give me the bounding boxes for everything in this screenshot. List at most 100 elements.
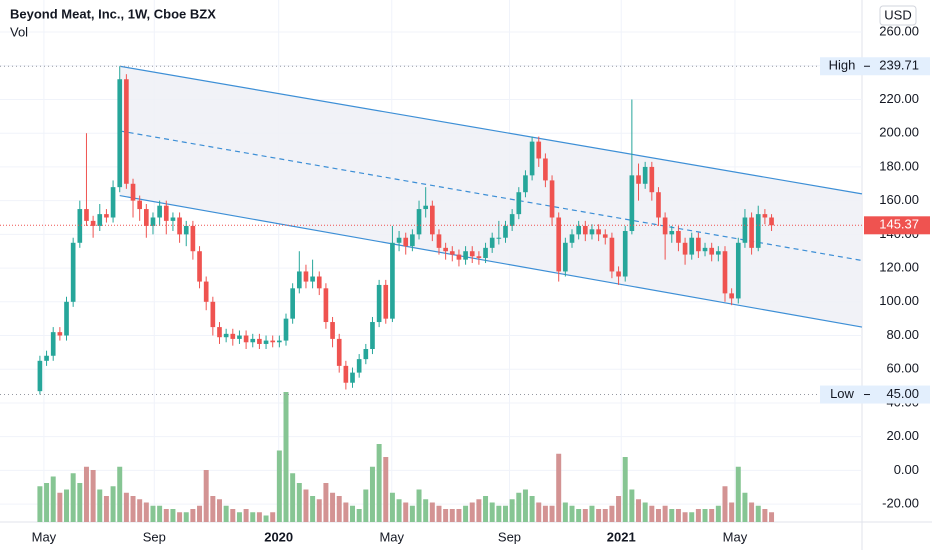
candle-body — [423, 205, 429, 210]
volume-bar — [702, 509, 708, 522]
volume-bar — [283, 392, 289, 522]
volume-bar — [669, 509, 675, 522]
channel-fill — [119, 66, 862, 328]
candle-body — [582, 225, 588, 235]
volume-bar — [536, 502, 542, 522]
volume-bar — [569, 505, 575, 522]
candle-body — [90, 220, 96, 226]
candle-body — [370, 322, 375, 350]
volume-bar — [256, 512, 262, 522]
volume-bar — [137, 499, 143, 522]
candle-body — [290, 288, 295, 319]
candle-body — [403, 237, 409, 247]
marker-label: High — [829, 58, 856, 73]
volume-bar — [57, 492, 63, 522]
volume-bar — [143, 502, 149, 522]
candle-body — [569, 234, 575, 243]
volume-bar — [270, 512, 276, 522]
volume-bar — [210, 496, 216, 522]
y-tick-label: 120.00 — [879, 260, 919, 275]
candle-body — [343, 365, 349, 383]
volume-bar — [157, 505, 163, 522]
candle-body — [509, 214, 515, 226]
candle-body — [64, 301, 69, 336]
candle-body — [257, 338, 262, 344]
volume-bar — [642, 502, 648, 522]
candle-body — [489, 237, 495, 248]
candle-body — [336, 338, 342, 366]
candle-body — [556, 217, 562, 272]
y-tick-label: 160.00 — [879, 192, 919, 207]
candle-body — [203, 281, 209, 302]
volume-bar — [769, 512, 775, 522]
volume-bar — [629, 489, 635, 522]
y-tick-label: 100.00 — [879, 293, 919, 308]
volume-bar — [369, 466, 375, 522]
volume-bar — [383, 457, 389, 522]
candle-body — [310, 276, 315, 282]
candle-body — [636, 175, 641, 184]
volume-bar — [97, 489, 103, 522]
candle-body — [177, 217, 182, 235]
volume-bar — [596, 509, 602, 522]
candle-body — [137, 200, 143, 210]
candle-body — [303, 271, 309, 282]
candle-body — [243, 335, 249, 343]
candle-body — [223, 333, 229, 338]
volume-bar — [735, 466, 741, 522]
candle-body — [217, 327, 222, 338]
last-price-box — [864, 216, 930, 235]
candle-body — [57, 332, 63, 336]
volume-bar — [409, 505, 415, 522]
volume-bar — [336, 496, 342, 522]
volume-bar — [197, 505, 203, 522]
volume-bar — [463, 505, 469, 522]
candle-body — [110, 187, 116, 218]
candle-body — [250, 338, 256, 343]
candle-body — [443, 247, 448, 252]
y-tick-label: 180.00 — [879, 158, 919, 173]
candle-body — [330, 322, 335, 339]
candle-body — [656, 192, 661, 218]
currency[interactable]: USD — [884, 7, 911, 22]
volume-bar — [749, 502, 755, 522]
volume-bar — [636, 499, 642, 522]
volume-bar — [64, 489, 70, 522]
candle-body — [237, 335, 242, 339]
chart-title: Beyond Meat, Inc., 1W, Cboe BZX — [10, 6, 216, 21]
candle-body — [410, 234, 415, 247]
candle-body — [709, 247, 715, 255]
volume-bar — [429, 502, 435, 522]
y-tick-label: 0.00 — [894, 462, 919, 477]
candle-body — [735, 242, 741, 299]
volume-bar — [556, 453, 562, 522]
candle-body — [749, 217, 754, 248]
volume-bar — [70, 473, 76, 522]
candle-body — [642, 166, 648, 184]
volume-bar — [316, 499, 322, 522]
volume-bar — [263, 515, 269, 522]
volume-bar — [250, 512, 256, 522]
volume-bar — [389, 492, 395, 522]
currency-box[interactable] — [879, 5, 917, 26]
candle-body — [669, 230, 675, 235]
candle-body — [350, 372, 355, 383]
candle-body — [323, 288, 329, 323]
y-tick-label: -20.00 — [882, 496, 919, 511]
candle-body — [589, 229, 595, 235]
candle-body — [576, 225, 581, 235]
candle-body — [183, 225, 189, 235]
volume-bar — [516, 492, 522, 522]
candle-body — [97, 214, 103, 226]
candle-body — [523, 175, 528, 193]
volume-bar — [436, 505, 442, 522]
candle-body — [210, 301, 216, 328]
volume-bar — [675, 509, 681, 522]
candle-body — [436, 234, 442, 248]
candle-body — [77, 209, 83, 243]
volume-bar — [423, 499, 429, 522]
y-tick-label: 220.00 — [879, 91, 919, 106]
volume-bar — [230, 509, 236, 522]
candle-body — [622, 230, 628, 277]
